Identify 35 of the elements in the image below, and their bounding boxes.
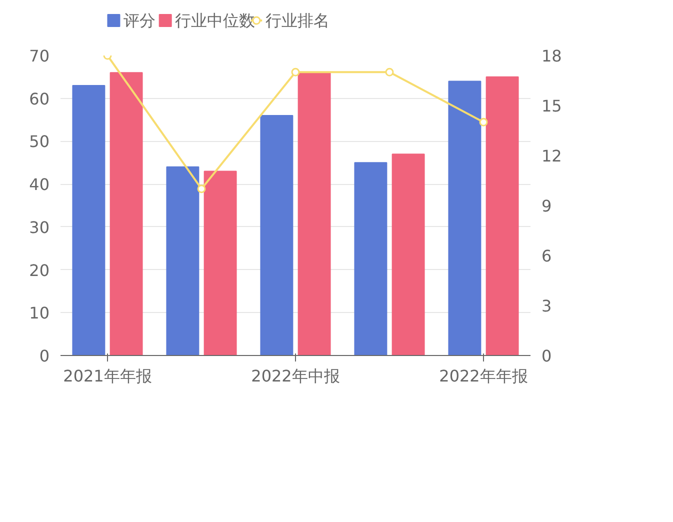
legend-label: 行业中位数 xyxy=(175,11,256,30)
y2-tick-label: 15 xyxy=(542,96,562,116)
bar xyxy=(486,76,519,356)
bar xyxy=(448,80,482,356)
y-tick-label: 60 xyxy=(29,89,50,108)
point xyxy=(197,184,206,194)
legend-label: 评分 xyxy=(123,11,156,30)
y-tick-label: 40 xyxy=(29,175,50,194)
point xyxy=(291,68,300,76)
y2-tick-label: 0 xyxy=(542,346,552,366)
y2-tick-label: 3 xyxy=(542,296,552,316)
y-tick-label: 50 xyxy=(29,132,50,152)
y2-tick-label: 18 xyxy=(542,46,562,66)
point xyxy=(385,68,394,76)
legend-label: 行业排名 xyxy=(265,11,330,30)
x-tick-label: 2022年年报 xyxy=(439,366,528,386)
bar xyxy=(392,154,425,356)
y-tick-label: 0 xyxy=(39,346,50,366)
bar xyxy=(298,72,331,356)
y2-tick-label: 6 xyxy=(542,246,552,266)
bar xyxy=(204,170,237,356)
bar xyxy=(110,72,143,356)
y2-tick-label: 12 xyxy=(542,146,562,166)
x-tick-label: 2022年中报 xyxy=(251,366,340,386)
x-tick-label: 2021年年报 xyxy=(63,366,152,386)
point xyxy=(479,118,488,126)
bar xyxy=(354,162,388,356)
bar xyxy=(260,115,294,356)
y2-tick-label: 9 xyxy=(542,196,552,216)
y-tick-label: 30 xyxy=(29,218,50,237)
y-tick-label: 20 xyxy=(29,260,50,280)
y-tick-label: 70 xyxy=(29,46,50,66)
y-tick-label: 10 xyxy=(29,304,50,323)
bar xyxy=(166,166,200,356)
bar xyxy=(72,85,106,356)
